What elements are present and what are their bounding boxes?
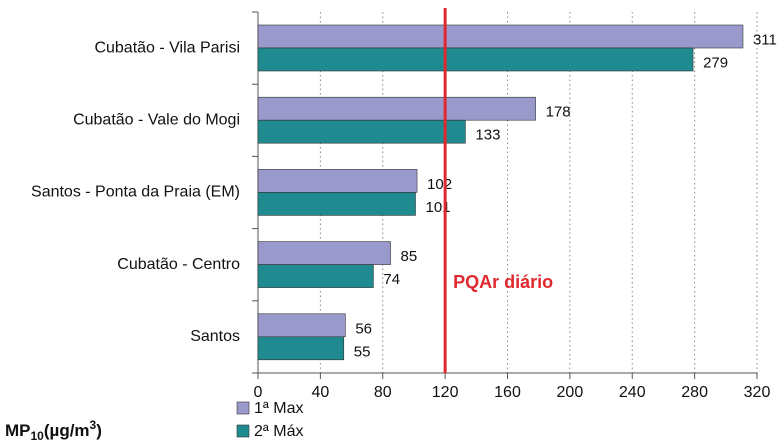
bar [257,119,466,144]
axis-label-unit: (µg/m [44,421,90,440]
axis-label-sub: 10 [31,429,45,443]
value-label: 102 [427,176,452,193]
x-tick-label: 120 [432,384,459,401]
legend-swatch [236,424,250,438]
value-label: 85 [401,248,418,265]
category-label: Santos - Ponta da Praia (EM) [31,184,240,201]
bar [257,47,694,72]
bar [257,241,391,265]
axis-label-main: MP [5,421,31,440]
category-label: Cubatão - Vale do Mogi [73,112,240,129]
value-label: 74 [383,271,400,288]
value-label: 55 [354,343,371,360]
value-label: 133 [475,127,500,144]
x-tick-label: 240 [619,384,646,401]
legend-label: 2ª Máx [254,423,304,440]
value-label: 56 [355,320,372,337]
x-tick-label: 320 [744,384,771,401]
bar [257,336,345,361]
x-tick-label: 200 [557,384,584,401]
bar [257,192,416,216]
bar [257,24,744,49]
x-tick-label: 80 [374,384,392,401]
x-tick-label: 0 [254,384,263,401]
category-label: Cubatão - Centro [117,256,240,273]
x-tick-label: 40 [311,384,329,401]
value-label: 178 [546,104,571,121]
category-label: Cubatão - Vila Parisi [94,39,240,56]
legend-swatch [236,401,250,415]
category-label: Santos [190,328,240,345]
axis-label: MP10(µg/m3) [5,418,102,443]
value-label: 101 [425,199,450,216]
bar [257,264,374,288]
bar [257,169,418,193]
legend-label: 1ª Max [254,400,304,417]
axis-label-sup: 3 [90,418,97,432]
bar [257,313,346,338]
x-tick-label: 160 [494,384,521,401]
x-tick-label: 280 [681,384,708,401]
value-label: 311 [753,31,777,48]
axis-label-end: ) [96,421,102,440]
reference-label: PQAr diário [453,272,553,292]
bar [257,96,536,121]
value-label: 279 [703,54,728,71]
